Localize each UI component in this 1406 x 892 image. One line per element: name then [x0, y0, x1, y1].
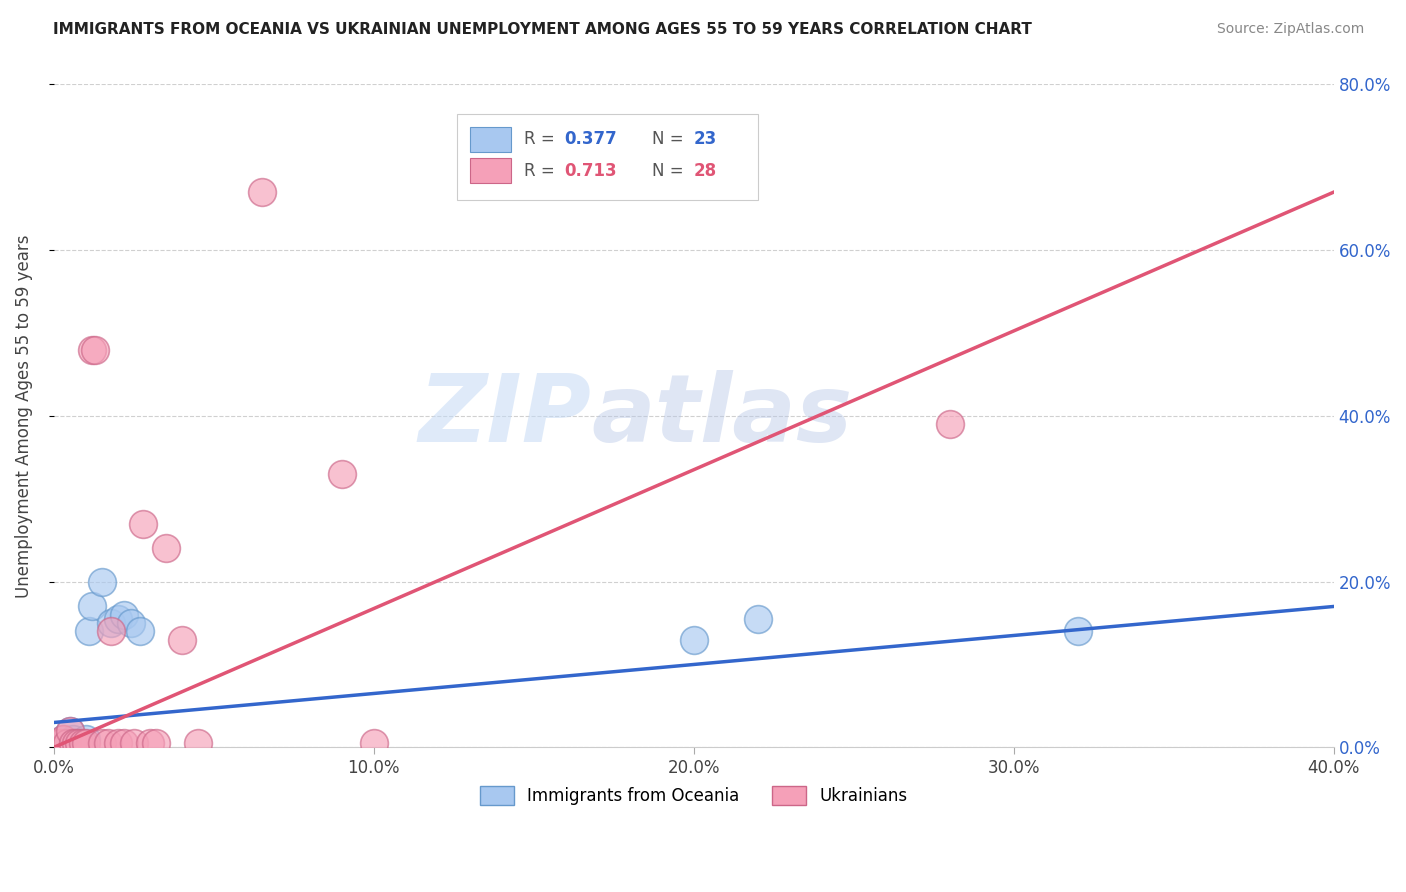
- Point: [46, 736, 69, 750]
- Point: [52, 732, 75, 747]
- Point: [77, 624, 100, 639]
- Point: [155, 541, 177, 556]
- Text: N =: N =: [651, 130, 689, 148]
- Point: [55, 736, 77, 750]
- Point: [75, 732, 97, 747]
- Point: [363, 736, 385, 750]
- Text: IMMIGRANTS FROM OCEANIA VS UKRAINIAN UNEMPLOYMENT AMONG AGES 55 TO 59 YEARS CORR: IMMIGRANTS FROM OCEANIA VS UKRAINIAN UNE…: [53, 22, 1032, 37]
- Point: [65, 736, 87, 750]
- Point: [65, 736, 87, 750]
- Text: 23: 23: [693, 130, 717, 148]
- Point: [187, 736, 209, 750]
- Point: [170, 632, 193, 647]
- Point: [682, 632, 704, 647]
- FancyBboxPatch shape: [470, 158, 510, 183]
- Legend: Immigrants from Oceania, Ukrainians: Immigrants from Oceania, Ukrainians: [474, 780, 914, 812]
- Point: [49, 736, 72, 750]
- Point: [62, 732, 84, 747]
- Text: ZIP: ZIP: [419, 370, 592, 462]
- Point: [938, 417, 960, 432]
- Point: [59, 736, 82, 750]
- FancyBboxPatch shape: [457, 114, 758, 201]
- Point: [97, 736, 120, 750]
- Text: 28: 28: [693, 161, 717, 179]
- Point: [67, 736, 90, 750]
- Point: [75, 736, 97, 750]
- Point: [62, 736, 84, 750]
- Text: N =: N =: [651, 161, 689, 179]
- Point: [67, 736, 90, 750]
- Point: [90, 574, 112, 589]
- Point: [112, 607, 135, 622]
- Text: R =: R =: [523, 130, 560, 148]
- Point: [100, 615, 122, 630]
- Point: [52, 732, 75, 747]
- Text: R =: R =: [523, 161, 560, 179]
- Point: [145, 736, 167, 750]
- Point: [120, 615, 142, 630]
- Point: [72, 736, 94, 750]
- Point: [107, 612, 129, 626]
- Point: [1066, 624, 1088, 639]
- Point: [55, 736, 77, 750]
- Point: [129, 624, 152, 639]
- Point: [100, 624, 122, 639]
- Text: Source: ZipAtlas.com: Source: ZipAtlas.com: [1216, 22, 1364, 37]
- Point: [62, 736, 84, 750]
- Point: [82, 343, 104, 357]
- Point: [139, 736, 162, 750]
- Point: [90, 736, 112, 750]
- Point: [747, 612, 769, 626]
- Point: [132, 516, 155, 531]
- Point: [82, 599, 104, 614]
- Text: atlas: atlas: [592, 370, 852, 462]
- Point: [49, 736, 72, 750]
- Text: 0.377: 0.377: [564, 130, 617, 148]
- FancyBboxPatch shape: [470, 127, 510, 152]
- Point: [59, 723, 82, 738]
- Y-axis label: Unemployment Among Ages 55 to 59 years: Unemployment Among Ages 55 to 59 years: [15, 234, 32, 598]
- Point: [84, 343, 107, 357]
- Text: 0.713: 0.713: [564, 161, 617, 179]
- Point: [59, 723, 82, 738]
- Point: [112, 736, 135, 750]
- Point: [107, 736, 129, 750]
- Point: [46, 736, 69, 750]
- Point: [72, 736, 94, 750]
- Point: [250, 185, 273, 199]
- Point: [330, 467, 353, 481]
- Point: [122, 736, 145, 750]
